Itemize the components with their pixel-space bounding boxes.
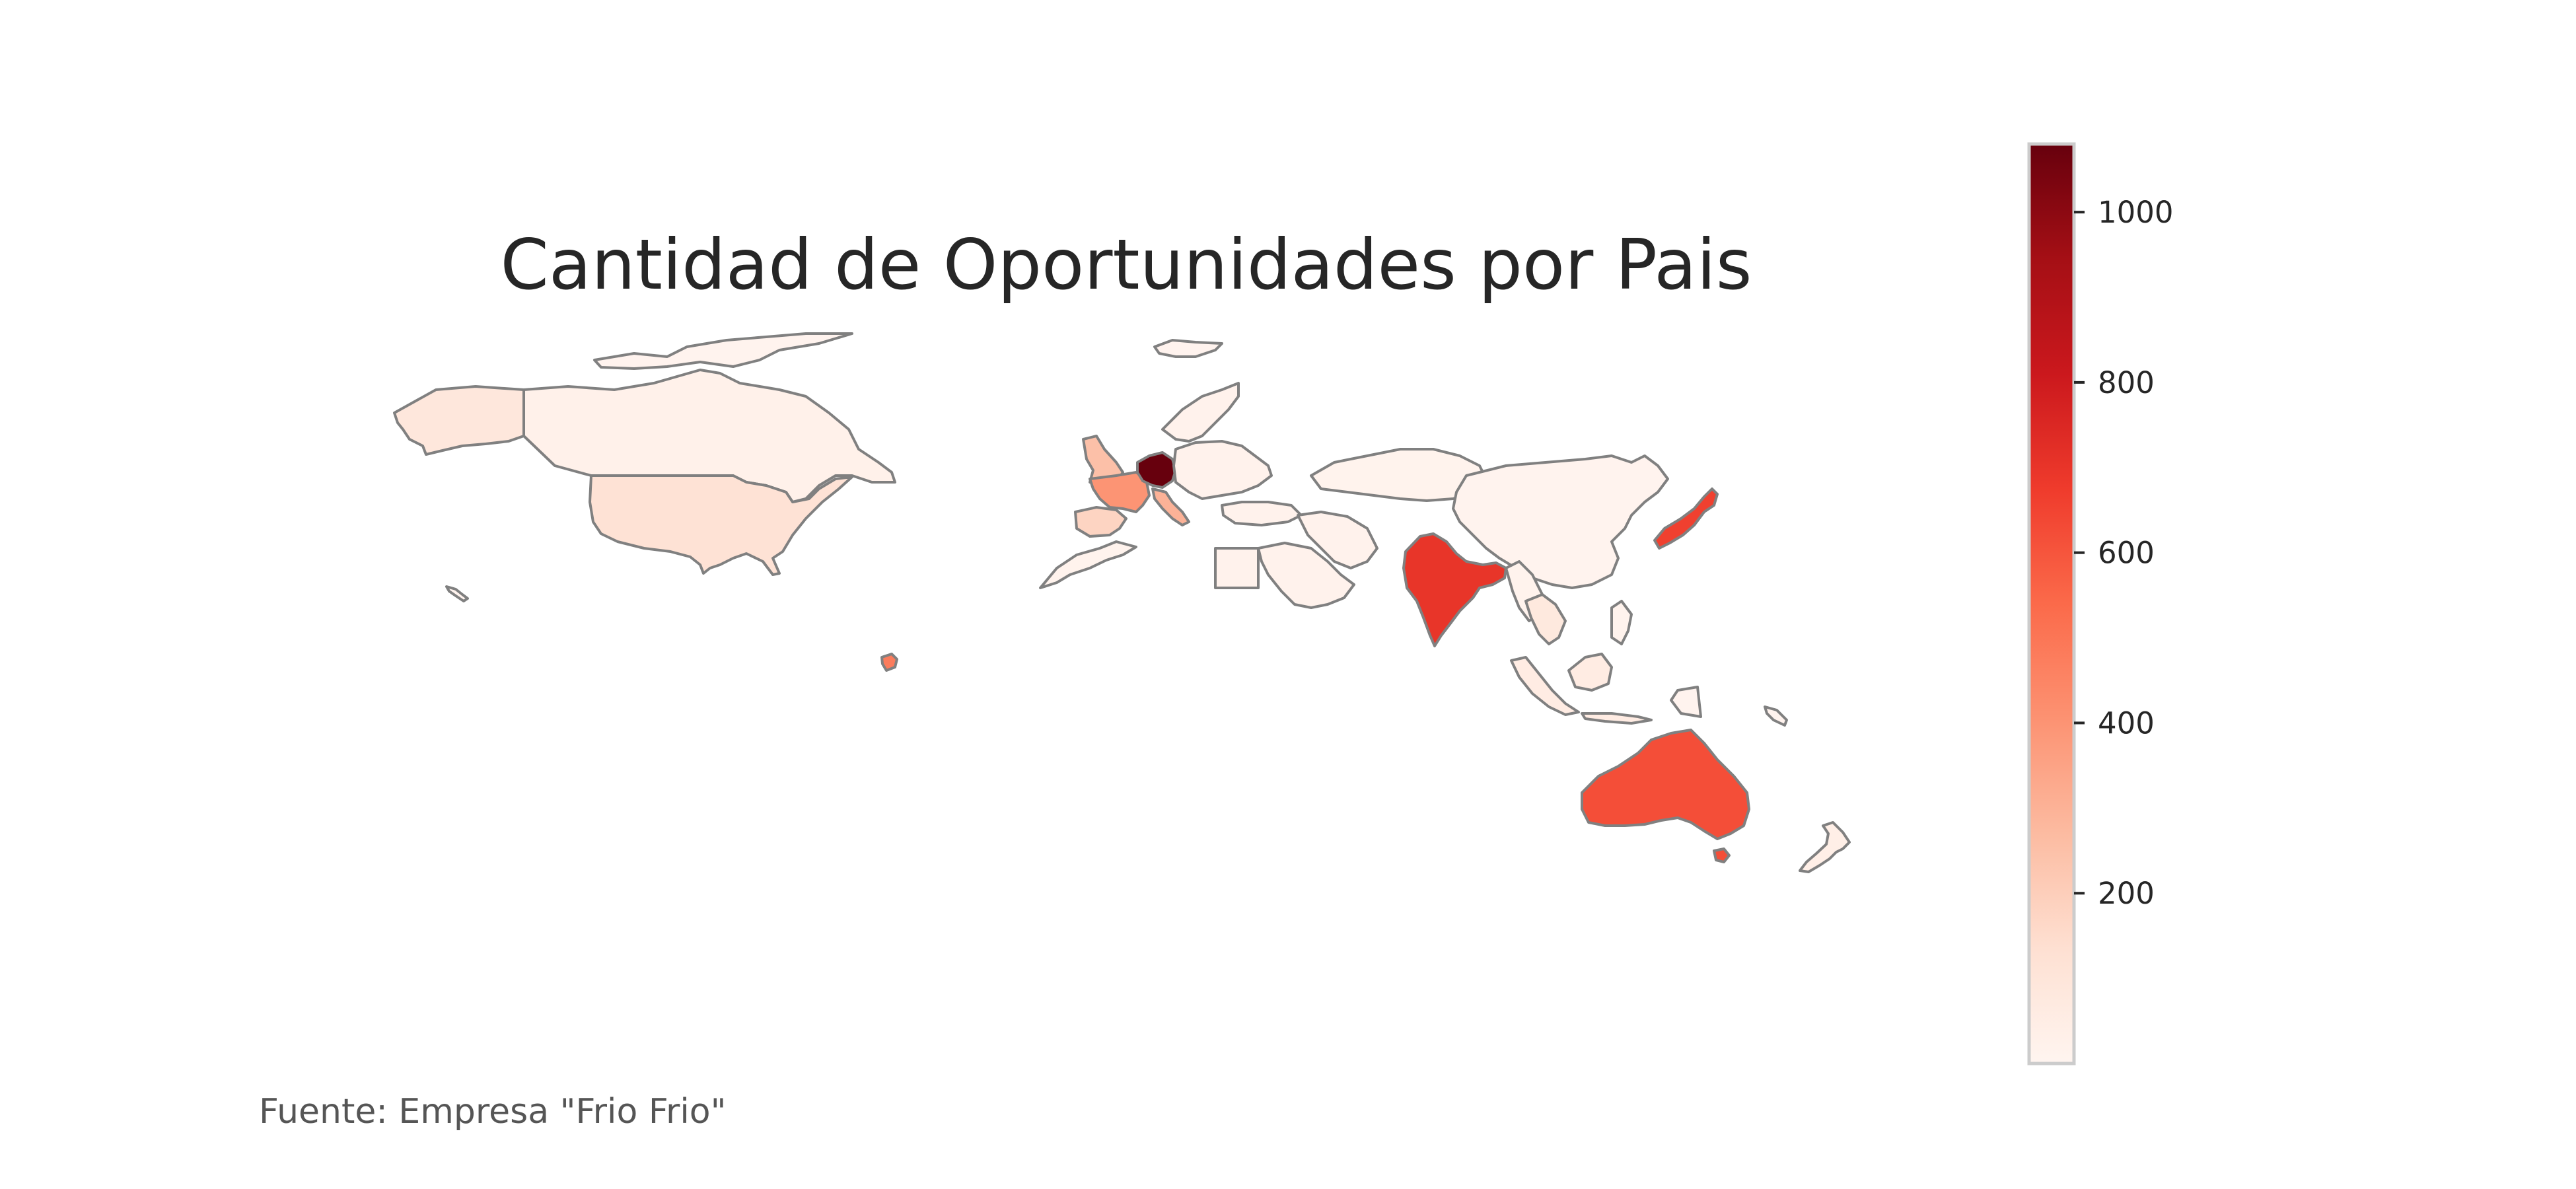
region-europe-east bbox=[1172, 440, 1273, 500]
region-new-zealand bbox=[1799, 821, 1851, 873]
region-philippines bbox=[1610, 600, 1633, 645]
region-pacific-islands bbox=[1764, 705, 1788, 727]
region-iceland bbox=[1153, 339, 1223, 358]
region-thailand bbox=[1524, 593, 1567, 645]
source-note: Fuente: Empresa "Frio Frio" bbox=[259, 1092, 727, 1132]
colorbar-tick-label: 600 bbox=[2098, 536, 2155, 571]
colorbar-ticks: 200 400 600 800 1000 bbox=[2074, 195, 2174, 911]
region-scandinavia bbox=[1161, 382, 1240, 443]
region-tasmania bbox=[1713, 847, 1731, 863]
region-borneo bbox=[1567, 653, 1613, 692]
region-indonesia-east bbox=[1581, 712, 1653, 725]
region-middle-east bbox=[1297, 511, 1378, 569]
colorbar-tick-label: 400 bbox=[2098, 705, 2155, 740]
region-italy bbox=[1151, 487, 1190, 526]
colorbar: 200 400 600 800 1000 bbox=[2027, 142, 2174, 1065]
region-japan bbox=[1653, 487, 1719, 550]
region-hawaii bbox=[445, 585, 469, 602]
region-egypt bbox=[1214, 547, 1260, 589]
region-turkey bbox=[1221, 501, 1303, 526]
region-saudi-arabia bbox=[1257, 542, 1355, 609]
region-india bbox=[1402, 532, 1507, 647]
region-spain bbox=[1074, 506, 1127, 538]
world-map bbox=[393, 332, 1851, 873]
region-usa bbox=[589, 474, 853, 576]
map-title: Cantidad de Oportunidades por Pais bbox=[501, 225, 1752, 305]
region-indonesia-west bbox=[1510, 656, 1580, 716]
region-french-polynesia bbox=[880, 653, 898, 672]
region-arctic-islands bbox=[593, 332, 853, 370]
region-alaska bbox=[393, 385, 525, 456]
region-australia bbox=[1581, 729, 1750, 840]
colorbar-tick-label: 800 bbox=[2098, 365, 2155, 400]
region-china bbox=[1452, 454, 1669, 589]
region-france bbox=[1089, 471, 1151, 513]
colorbar-gradient bbox=[2027, 142, 2076, 1065]
region-papua-new-guinea bbox=[1670, 686, 1702, 718]
region-north-africa bbox=[1039, 540, 1137, 589]
region-germany bbox=[1136, 451, 1177, 489]
colorbar-tick-label: 200 bbox=[2098, 876, 2155, 911]
colorbar-tick-label: 1000 bbox=[2098, 195, 2174, 230]
